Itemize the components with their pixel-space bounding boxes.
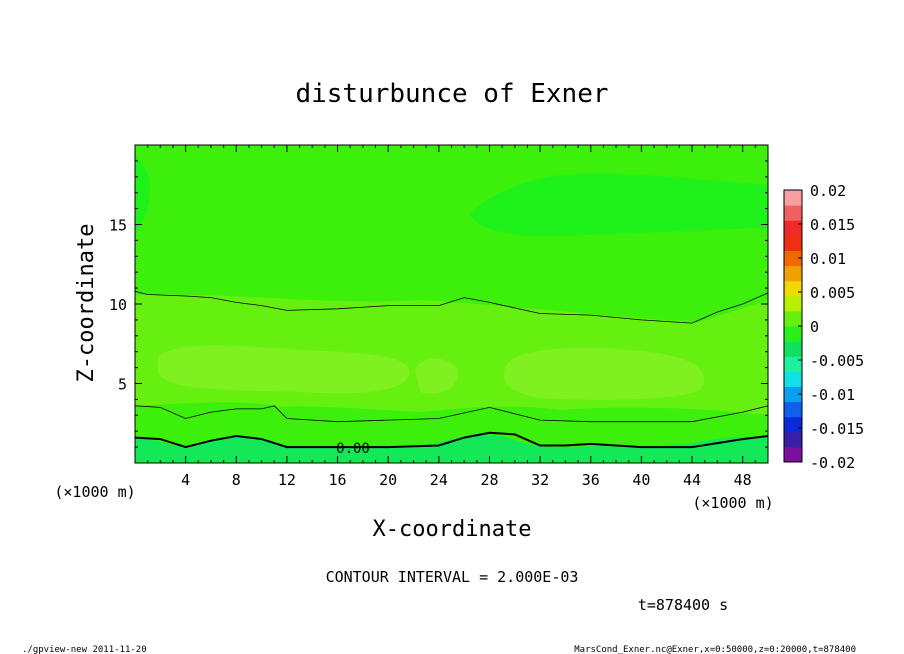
colorbar-swatch: [784, 431, 802, 448]
colorbar-swatch: [784, 205, 802, 221]
colorbar-tick-label: 0.02: [810, 182, 846, 200]
contour-line: [135, 290, 768, 324]
colorbar-swatch: [784, 235, 802, 251]
colorbar-swatch: [784, 371, 802, 387]
colorbar-tick-label: -0.005: [810, 352, 864, 370]
colorbar-swatch: [784, 401, 802, 418]
colorbar-tick-label: -0.015: [810, 420, 864, 438]
y-tick-label: 15: [109, 217, 127, 235]
y-tick-label: 5: [118, 376, 127, 394]
x-tick-label: 12: [278, 471, 296, 489]
colorbar-swatch: [784, 310, 802, 327]
contour-line: [135, 431, 768, 449]
x-unit-right: (×1000 m): [692, 494, 773, 512]
footer-right: MarsCond_Exner.nc@Exner,x=0:50000,z=0:20…: [574, 645, 856, 654]
time-text: t=878400 s: [638, 596, 728, 614]
x-tick-label: 32: [531, 471, 549, 489]
x-tick-label: 48: [734, 471, 752, 489]
contour-line: [135, 405, 768, 423]
colorbar-tick-label: 0.005: [810, 284, 855, 302]
colorbar-swatch: [784, 446, 802, 463]
footer-left: ./gpview-new 2011-11-20: [22, 645, 147, 654]
colorbar-tick-label: 0.01: [810, 250, 846, 268]
x-tick-label: 24: [430, 471, 448, 489]
contour-lines: [135, 290, 768, 449]
x-tick-label: 8: [232, 471, 241, 489]
plot-area: [135, 145, 768, 463]
x-tick-label: 20: [379, 471, 397, 489]
colorbar-swatch: [784, 265, 802, 282]
colorbar-swatch: [784, 356, 802, 372]
colorbar-swatch: [784, 190, 802, 206]
colorbar-tick-label: 0: [810, 318, 819, 336]
x-axis-label: X-coordinate: [373, 517, 532, 542]
colorbar-swatch: [784, 341, 802, 357]
colorbar-swatch: [784, 386, 802, 403]
chart-title: disturbunce of Exner: [295, 79, 608, 109]
x-unit-left: (×1000 m): [54, 483, 135, 501]
colorbar-swatch: [784, 326, 802, 342]
x-tick-label: 16: [329, 471, 347, 489]
colorbar-swatch: [784, 250, 802, 267]
contour-interval-text: CONTOUR INTERVAL = 2.000E-03: [326, 568, 579, 586]
colorbar-swatch: [784, 416, 802, 433]
colorbar-tick-label: 0.015: [810, 216, 855, 234]
y-axis-label: Z-coordinate: [74, 224, 99, 383]
x-axis: 4 8 12 16 20 24 28 32 36 40 44 48: [147, 145, 756, 489]
colorbar-tick-label: -0.01: [810, 386, 855, 404]
fill-blob-mid: [415, 358, 459, 394]
fill-blob-left: [158, 345, 410, 394]
y-axis: 5 10 15: [109, 160, 768, 448]
x-tick-label: 4: [181, 471, 190, 489]
colorbar-swatch: [784, 295, 802, 312]
colorbar-swatch: [784, 220, 802, 236]
colorbar: 0.02 0.015 0.01 0.005 0 -0.005 -0.01 -0.015 -0.0…: [783, 182, 864, 472]
colorbar-tick-label: -0.02: [810, 454, 855, 472]
x-tick-label: 28: [480, 471, 498, 489]
x-tick-label: 40: [632, 471, 650, 489]
y-tick-label: 10: [109, 296, 127, 314]
x-tick-label: 44: [683, 471, 701, 489]
contour-label: 0.00: [336, 441, 370, 457]
colorbar-swatch: [784, 280, 802, 297]
x-tick-label: 36: [582, 471, 600, 489]
fill-band-bottom: [135, 434, 768, 462]
fill-blob-right: [503, 347, 705, 400]
